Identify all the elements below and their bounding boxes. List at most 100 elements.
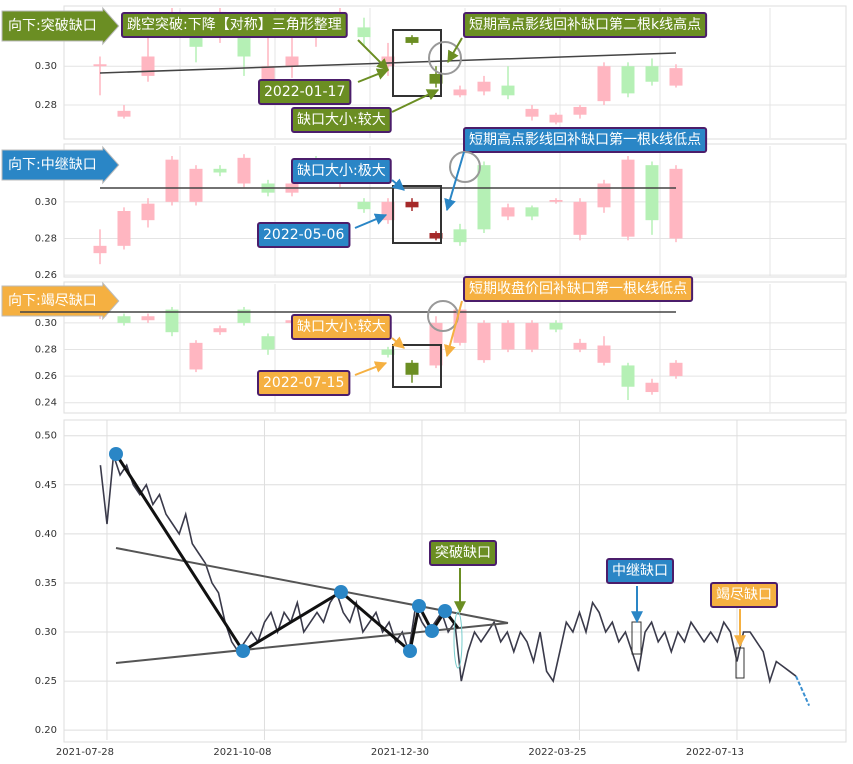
annotation-text: 短期高点影线回补缺口第二根k线高点 [469,16,701,33]
candle-body [669,68,683,86]
candle-body [405,201,419,208]
x-tick-label: 2022-03-25 [528,747,586,758]
candle-body [597,66,611,102]
panel-label: 向下:中继缺口 [8,157,97,173]
x-tick-label: 2021-12-30 [371,747,429,758]
annotation-text: 竭尽缺口 [716,587,772,603]
annotation-text: 短期收盘价回补缺口第一根k线低点 [469,280,687,297]
candle-body [141,203,155,221]
candle-body [501,322,515,350]
annotation-box [710,582,778,608]
y-tick-label: 0.28 [35,344,57,355]
candle-body [213,168,227,173]
candle-body [429,233,443,239]
candle-body [501,85,515,96]
series-line [99,455,797,685]
candle-body [453,229,467,243]
overlay [20,29,746,679]
x-tick-label: 2021-10-08 [213,747,271,758]
candle-body [213,328,227,333]
panel-label-box [1,145,120,185]
candle-body [621,159,635,237]
candle-body [285,56,299,67]
candle-body [477,81,491,92]
candle-body [237,309,251,323]
annotation-text: 缺口大小:极大 [297,163,386,179]
candle-body [669,168,683,239]
annotation-box [291,314,392,340]
candle-body [573,106,587,115]
frames [63,5,847,743]
candle-body [621,66,635,94]
candle-body [549,200,563,202]
candle-body [261,336,275,350]
candle-body [453,89,467,96]
candle-body [597,345,611,363]
y-tick-label: 0.50 [35,431,57,442]
candle-body [261,66,275,82]
y-tick-label: 0.25 [35,676,57,687]
candle-body [525,108,539,117]
y-tick-label: 0.30 [35,61,57,72]
candle-body [357,201,371,210]
candle-body [93,64,107,67]
candle-body [189,342,203,370]
annotation-text: 跳空突破:下降【对称】三角形整理 [127,17,342,33]
candle-body [189,168,203,202]
annotation-text: 缺口大小:较大 [297,112,386,128]
y-tick-label: 0.24 [35,398,57,409]
annotation-text: 短期高点影线回补缺口第一根k线低点 [469,131,701,148]
y-tick-label: 0.35 [35,578,57,589]
candle-body [405,37,419,43]
candle-body [477,165,491,230]
candle-body [237,157,251,184]
annotation-box [257,370,351,396]
annotation-box [429,540,497,566]
candle-body [357,27,371,38]
candle-body [645,382,659,393]
annotation-box [291,107,392,133]
candle-body [645,66,659,82]
candle-body [405,362,419,375]
annotation-text: 2022-07-15 [263,375,344,391]
candle-body [429,73,443,84]
candle-body [597,183,611,208]
panel-label-box [1,281,120,321]
candle-body [549,322,563,330]
annotation-box [463,12,708,38]
annotation-text: 2022-01-17 [264,84,345,100]
panel-label: 向下:竭尽缺口 [8,293,97,309]
candle-body [117,211,131,246]
y-tick-label: 0.45 [35,480,57,491]
y-tick-label: 0.26 [35,270,57,281]
annotation-text: 缺口大小:较大 [297,319,386,335]
y-tick-label: 0.28 [35,234,57,245]
y-tick-label: 0.30 [35,627,57,638]
annotation-text: 中继缺口 [612,563,668,579]
candle-body [645,165,659,221]
annotation-text: 2022-05-06 [263,227,344,243]
candle-body [141,56,155,76]
y-tick-label: 0.30 [35,318,57,329]
y-tick-label: 0.28 [35,100,57,111]
annotation-box [257,222,351,248]
annotation-box [463,127,708,153]
candle-body [117,110,131,117]
candle-body [477,322,491,361]
candle-body [501,207,515,217]
x-tick-label: 2021-07-28 [56,747,114,758]
y-tick-label: 0.20 [35,725,57,736]
x-tick-label: 2022-07-13 [686,747,744,758]
annotation-box [291,158,392,184]
candle-body [549,114,563,123]
annotation-box [121,12,348,38]
candle-body [669,362,683,377]
candle-body [525,322,539,350]
candle-body [117,316,131,323]
y-tick-label: 0.40 [35,529,57,540]
annotation-box [463,276,694,302]
y-tick-label: 0.30 [35,197,57,208]
candle-body [165,159,179,202]
